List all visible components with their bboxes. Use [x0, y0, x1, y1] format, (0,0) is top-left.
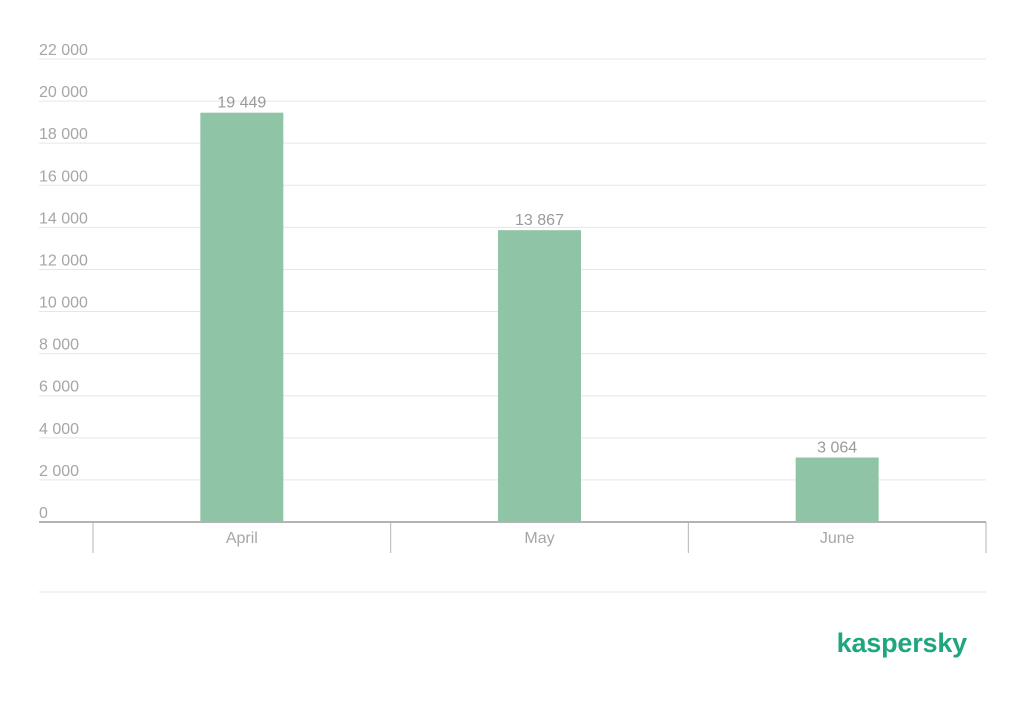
- y-tick-label: 4 000: [39, 421, 79, 438]
- bars: [200, 112, 879, 523]
- y-tick-label: 12 000: [39, 252, 88, 269]
- x-tick-label: June: [820, 530, 855, 547]
- y-tick-label: 16 000: [39, 168, 88, 185]
- y-tick-label: 10 000: [39, 295, 88, 312]
- y-tick-label: 22 000: [39, 42, 88, 59]
- data-labels: 19 449 13 867 3 064: [217, 95, 857, 457]
- y-axis-ticks: 0 2 000 4 000 6 000 8 000 10 000 12 000 14 000 1…: [39, 42, 88, 522]
- bar: [200, 112, 284, 523]
- bar: [795, 457, 879, 522]
- y-tick-label: 8 000: [39, 337, 79, 354]
- data-label: 19 449: [217, 95, 266, 112]
- y-tick-label: 6 000: [39, 379, 79, 396]
- kaspersky-logo: kaspersky: [837, 628, 967, 658]
- x-tick-label: April: [226, 530, 258, 547]
- x-axis-ticks: April May June: [226, 530, 855, 547]
- y-tick-label: 18 000: [39, 126, 88, 143]
- data-label: 3 064: [817, 440, 857, 457]
- y-tick-label: 0: [39, 505, 48, 522]
- x-tick-label: May: [524, 530, 554, 547]
- y-tick-label: 14 000: [39, 210, 88, 227]
- data-label: 13 867: [515, 212, 564, 229]
- x-axis: [39, 521, 987, 553]
- bar: [498, 230, 581, 522]
- y-tick-label: 20 000: [39, 84, 88, 101]
- y-tick-label: 2 000: [39, 463, 79, 480]
